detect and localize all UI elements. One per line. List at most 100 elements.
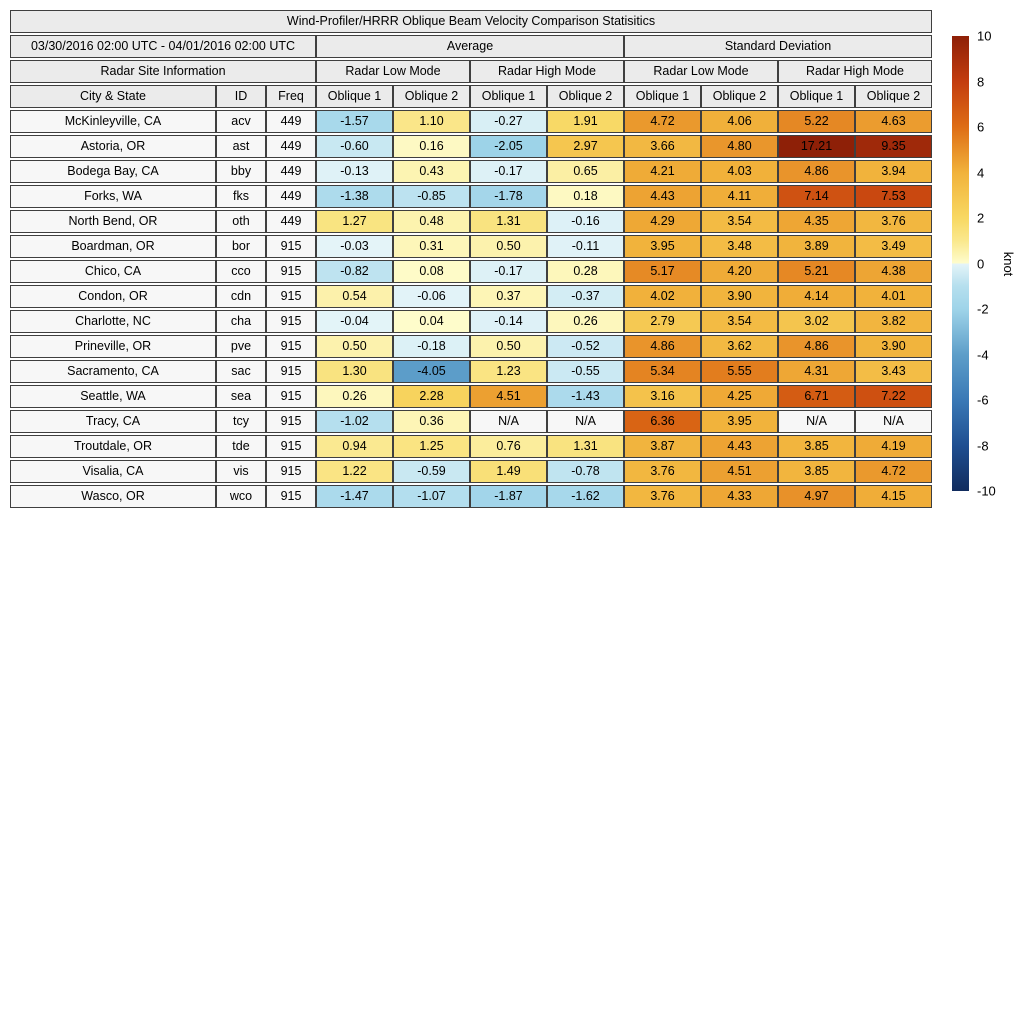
cell-id: wco — [216, 485, 266, 508]
cell-city: Visalia, CA — [10, 460, 216, 483]
cell-value: 0.28 — [547, 260, 624, 283]
cell-value: 17.21 — [778, 135, 855, 158]
cell-freq: 915 — [266, 285, 316, 308]
group-std-low-mode: Radar Low Mode — [624, 60, 778, 83]
cell-value: 1.30 — [316, 360, 393, 383]
cell-value: -0.13 — [316, 160, 393, 183]
cell-value: 0.16 — [393, 135, 470, 158]
chart-title: Wind-Profiler/HRRR Oblique Beam Velocity… — [10, 10, 933, 33]
table-row: Sacramento, CA sac 915 1.30 -4.05 1.23 -0.55 5.… — [10, 360, 933, 383]
cell-value: 3.02 — [778, 310, 855, 333]
cell-value: -0.78 — [547, 460, 624, 483]
cell-value: 4.51 — [470, 385, 547, 408]
cell-value: 1.31 — [470, 210, 547, 233]
cell-value: -0.17 — [470, 160, 547, 183]
cell-value: 1.27 — [316, 210, 393, 233]
cell-city: Sacramento, CA — [10, 360, 216, 383]
cell-freq: 915 — [266, 435, 316, 458]
cell-value: -1.02 — [316, 410, 393, 433]
cell-value: 4.14 — [778, 285, 855, 308]
cell-freq: 915 — [266, 335, 316, 358]
cell-value: 4.11 — [701, 185, 778, 208]
cell-value: 0.50 — [470, 235, 547, 258]
cell-value: 4.80 — [701, 135, 778, 158]
table-row: McKinleyville, CA acv 449 -1.57 1.10 -0.27 1.9… — [10, 110, 933, 133]
cell-value: 0.26 — [316, 385, 393, 408]
cell-value: 0.48 — [393, 210, 470, 233]
cell-value: 5.22 — [778, 110, 855, 133]
stats-table: Wind-Profiler/HRRR Oblique Beam Velocity… — [10, 8, 933, 510]
cell-value: 4.02 — [624, 285, 701, 308]
cell-city: Boardman, OR — [10, 235, 216, 258]
cell-value: 3.95 — [624, 235, 701, 258]
cell-id: ast — [216, 135, 266, 158]
table-body: McKinleyville, CA acv 449 -1.57 1.10 -0.27 1.9… — [10, 110, 933, 508]
cell-value: 2.28 — [393, 385, 470, 408]
column-header-row: City & State ID Freq Oblique 1 Oblique 2… — [10, 85, 933, 108]
cell-value: 3.95 — [701, 410, 778, 433]
cell-id: bby — [216, 160, 266, 183]
cell-value: 9.35 — [855, 135, 933, 158]
cell-id: pve — [216, 335, 266, 358]
cell-value: -1.07 — [393, 485, 470, 508]
cell-freq: 449 — [266, 160, 316, 183]
cell-value: 4.33 — [701, 485, 778, 508]
cell-city: Wasco, OR — [10, 485, 216, 508]
cell-city: Astoria, OR — [10, 135, 216, 158]
cell-value: 4.43 — [624, 185, 701, 208]
cell-value: 3.90 — [701, 285, 778, 308]
cell-freq: 915 — [266, 460, 316, 483]
table-row: Boardman, OR bor 915 -0.03 0.31 0.50 -0.11 3.95… — [10, 235, 933, 258]
cell-value: -0.04 — [316, 310, 393, 333]
cell-value: -1.38 — [316, 185, 393, 208]
cell-freq: 915 — [266, 310, 316, 333]
colorbar-unit-label: knot — [1001, 251, 1016, 276]
cell-value: 7.22 — [855, 385, 933, 408]
cell-id: acv — [216, 110, 266, 133]
col-city-state: City & State — [10, 85, 216, 108]
cell-id: tcy — [216, 410, 266, 433]
cell-city: Forks, WA — [10, 185, 216, 208]
cell-value: -0.52 — [547, 335, 624, 358]
group-row-1: 03/30/2016 02:00 UTC - 04/01/2016 02:00 … — [10, 35, 933, 58]
cell-value: 3.90 — [855, 335, 933, 358]
cell-value: 6.71 — [778, 385, 855, 408]
cell-value: 4.01 — [855, 285, 933, 308]
cell-value: 4.38 — [855, 260, 933, 283]
table-row: Chico, CA cco 915 -0.82 0.08 -0.17 0.28 5.17 4.2… — [10, 260, 933, 283]
cell-value: -0.82 — [316, 260, 393, 283]
cell-freq: 915 — [266, 385, 316, 408]
cell-value: -1.47 — [316, 485, 393, 508]
col-avg-low-oblique1: Oblique 1 — [316, 85, 393, 108]
cell-city: Charlotte, NC — [10, 310, 216, 333]
cell-value: 1.23 — [470, 360, 547, 383]
table-row: Forks, WA fks 449 -1.38 -0.85 -1.78 0.18 4.43 4.… — [10, 185, 933, 208]
cell-freq: 915 — [266, 260, 316, 283]
cell-value: 4.20 — [701, 260, 778, 283]
cell-value: 3.16 — [624, 385, 701, 408]
cell-id: cdn — [216, 285, 266, 308]
cell-value: 4.15 — [855, 485, 933, 508]
cell-value: 5.21 — [778, 260, 855, 283]
cell-value: -1.62 — [547, 485, 624, 508]
cell-freq: 449 — [266, 135, 316, 158]
cell-value: 0.94 — [316, 435, 393, 458]
col-id: ID — [216, 85, 266, 108]
cell-value: 3.89 — [778, 235, 855, 258]
cell-value: 0.50 — [470, 335, 547, 358]
group-row-2: Radar Site Information Radar Low Mode Ra… — [10, 60, 933, 83]
table-row: Seattle, WA sea 915 0.26 2.28 4.51 -1.43 3.16 4.… — [10, 385, 933, 408]
table-row: Prineville, OR pve 915 0.50 -0.18 0.50 -0.52 4.… — [10, 335, 933, 358]
cell-value: 4.21 — [624, 160, 701, 183]
cell-value: -0.37 — [547, 285, 624, 308]
cell-value: -0.85 — [393, 185, 470, 208]
cell-value: 1.31 — [547, 435, 624, 458]
cell-id: sea — [216, 385, 266, 408]
cell-value: -0.18 — [393, 335, 470, 358]
cell-value: -1.43 — [547, 385, 624, 408]
cell-value: 2.97 — [547, 135, 624, 158]
colorbar-gradient — [952, 36, 969, 491]
cell-value: 1.22 — [316, 460, 393, 483]
col-std-low-oblique2: Oblique 2 — [701, 85, 778, 108]
cell-value: -0.27 — [470, 110, 547, 133]
